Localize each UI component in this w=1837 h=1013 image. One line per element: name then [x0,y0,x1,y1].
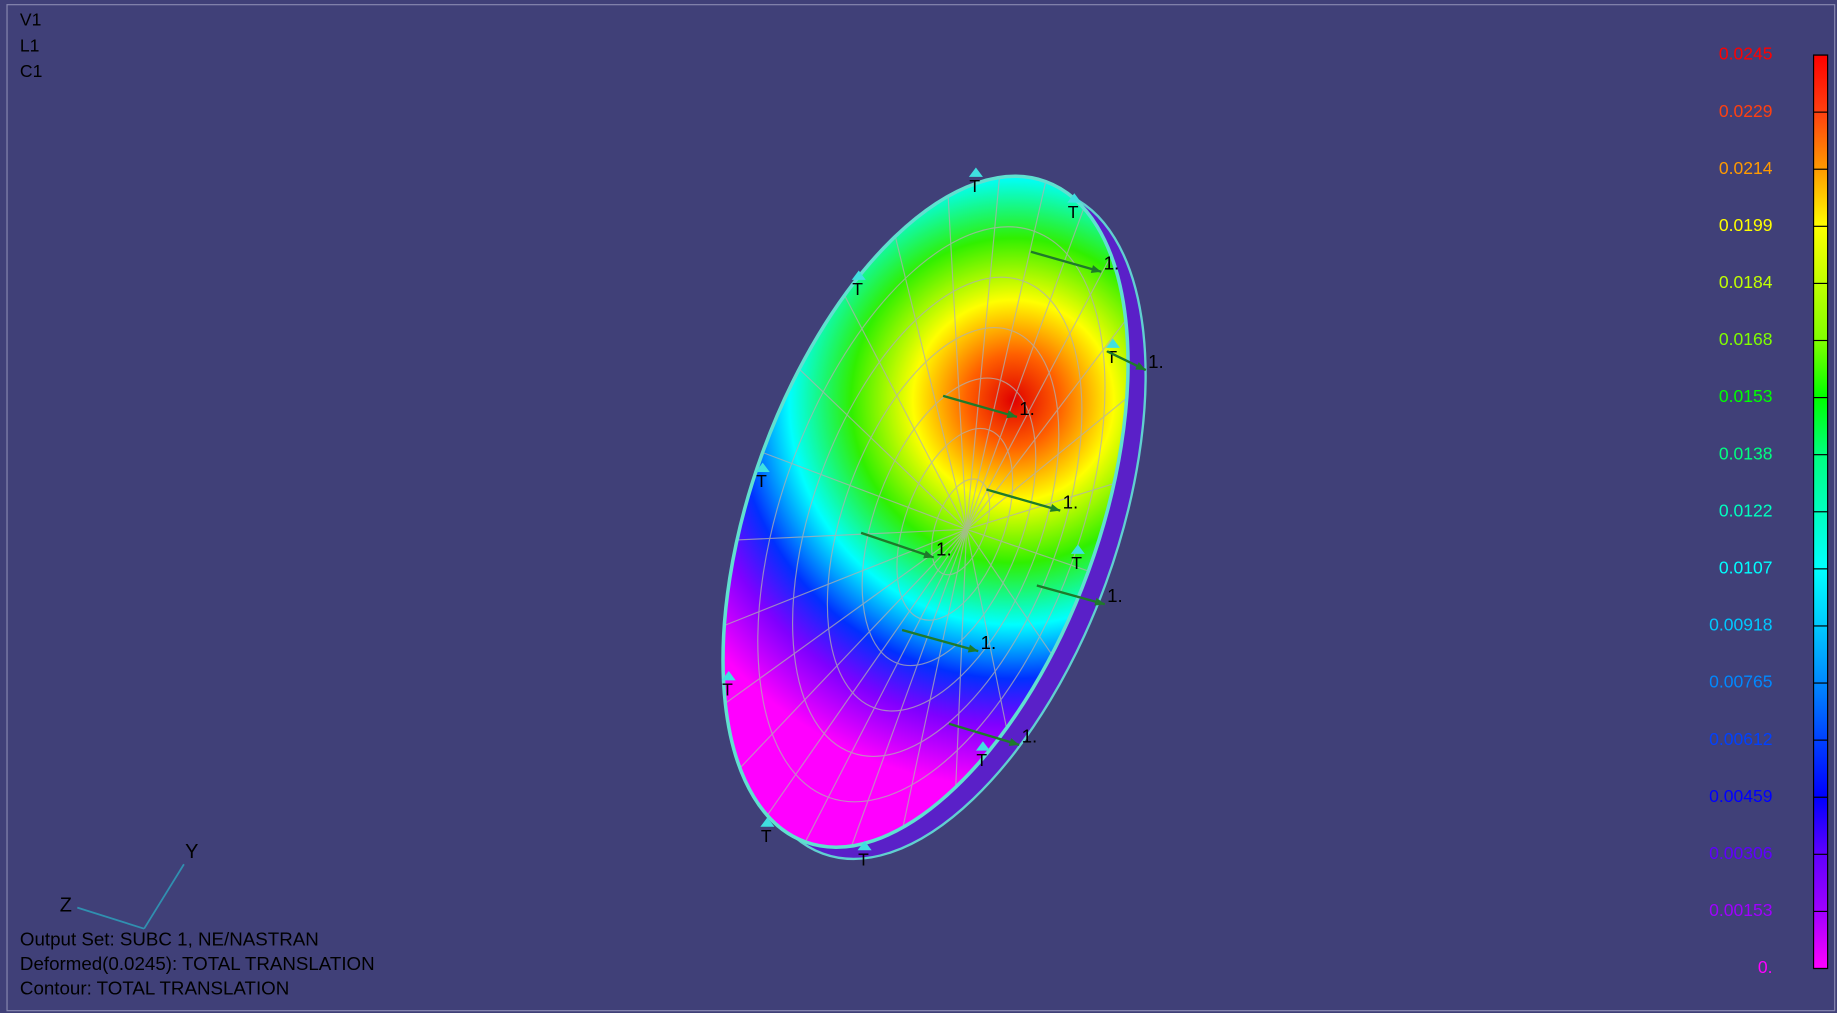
load-arrow-head [1006,410,1017,419]
load-arrow [1036,584,1106,606]
constraint-marker [857,840,872,851]
triad-z-axis [77,906,145,930]
footer-line: Deformed(0.0245): TOTAL TRANSLATION [20,953,375,974]
constraint-marker [760,817,775,827]
load-arrow-head [1090,265,1102,273]
legend-label: 0.00765 [1709,672,1773,692]
legend-label: 0. [1758,957,1773,977]
constraint-marker [755,462,770,472]
load-arrow [860,531,935,559]
contour-legend: 0.0245 0.0229 0.0214 0.0199 0.0184 0.0168 0.01… [1709,44,1829,977]
legend-label: 0.00306 [1709,843,1772,863]
legend-label: 0.0184 [1719,272,1773,292]
load-label: 1. [1063,492,1079,513]
footer-line: Output Set: SUBC 1, NE/NASTRAN [20,928,319,949]
footer-line: Contour: TOTAL TRANSLATION [20,978,289,999]
constraint-marker [1070,544,1085,554]
load-arrow [901,628,979,653]
load-label: 1. [1019,398,1035,419]
legend-label: 0.0245 [1719,44,1773,64]
constraint-marker [721,671,736,681]
viewport-frame [6,4,1836,1012]
legend-label: 0.00612 [1709,729,1772,749]
shell-edge [721,174,1130,849]
viewport-label: V1 [20,10,41,30]
load-arrow-head [1094,597,1105,606]
legend-label: 0.00459 [1709,786,1772,806]
constraint-label: T [858,849,869,869]
legend-label: 0.0138 [1719,443,1773,463]
load-arrow [948,722,1020,746]
constraint-label: T [852,279,863,299]
constraint-marker [968,167,983,177]
viewport-label: L1 [20,35,40,55]
constraint-label: T [1068,202,1079,222]
load-label: 1. [936,538,952,559]
markers: T T T T T T T T T T 1. 1. 1. 1. 1. 1. 1. 1. [721,167,1164,869]
constraint-label: T [756,471,767,491]
triad-label: Z [60,895,72,917]
constraint-marker [975,741,990,751]
legend-label: 0.0229 [1719,101,1773,121]
viewport-label: C1 [20,61,42,81]
legend-label: 0.0168 [1719,329,1773,349]
load-arrow-head [923,550,934,559]
load-label: 1. [1148,351,1164,372]
legend-label: 0.0153 [1719,386,1773,406]
load-label: 1. [981,632,997,653]
load-arrow-head [967,644,979,653]
load-arrow [1030,250,1102,273]
triad-label: Y [185,841,198,863]
mesh [724,177,1128,847]
legend-label: 0.0214 [1719,158,1773,178]
load-label: 1. [1104,253,1120,274]
constraint-label: T [1071,553,1082,573]
load-arrow [986,488,1061,512]
constraint-label: T [761,826,772,846]
load-label: 1. [1107,585,1123,606]
constraint-marker [1105,338,1121,348]
constraint-marker [1067,193,1082,203]
constraint-label: T [722,680,733,700]
constraint-marker [851,270,866,280]
legend-label: 0.00918 [1709,615,1772,635]
legend-label: 0.00153 [1709,900,1772,920]
load-arrow [942,394,1018,419]
legend-label: 0.0199 [1719,215,1773,235]
constraint-label: T [976,750,987,770]
constraint-label: T [969,176,980,196]
load-arrow-head [1135,362,1146,371]
constraint-label: T [1106,347,1117,367]
load-label: 1. [1022,726,1038,747]
legend-label: 0.0122 [1719,500,1773,520]
legend-label: 0.0107 [1719,558,1773,578]
triad-y-axis [143,863,185,930]
load-arrow-head [1008,738,1020,746]
load-arrow-head [1049,503,1061,512]
